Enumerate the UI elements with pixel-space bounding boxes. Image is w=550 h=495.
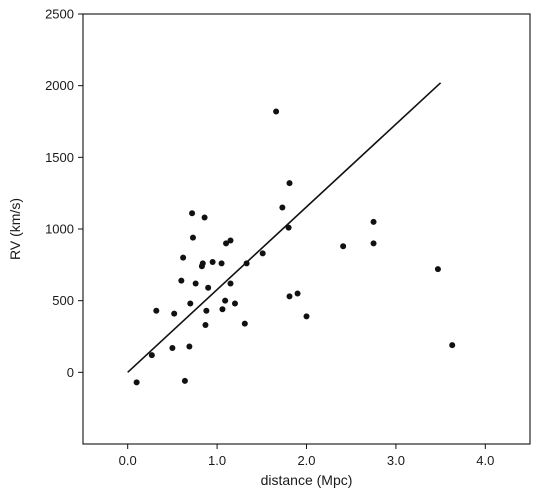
data-point (273, 108, 280, 115)
data-point (303, 313, 310, 320)
data-point (205, 284, 212, 291)
data-point (340, 243, 347, 250)
data-point (199, 260, 206, 267)
data-point (370, 218, 377, 225)
x-tick-label: 4.0 (476, 453, 494, 468)
x-tick-label: 1.0 (208, 453, 226, 468)
data-point (286, 180, 293, 187)
data-point (227, 280, 234, 287)
data-point (189, 234, 196, 241)
x-tick-label: 2.0 (297, 453, 315, 468)
x-tick-label: 0.0 (119, 453, 137, 468)
y-tick-label: 2500 (45, 7, 74, 22)
fit-line-layer (127, 82, 442, 373)
data-point (231, 300, 238, 307)
data-point (223, 240, 230, 247)
data-point (209, 258, 216, 265)
data-point (201, 214, 208, 221)
data-point (222, 297, 229, 304)
data-point (171, 310, 178, 317)
data-point (189, 210, 196, 217)
axes (82, 13, 531, 445)
data-point (186, 343, 193, 350)
data-point (241, 320, 248, 327)
data-point (178, 277, 185, 284)
data-point (286, 293, 293, 300)
y-axis-title: RV (km/s) (7, 198, 23, 260)
data-point (259, 250, 266, 257)
data-point (243, 260, 250, 267)
data-points (133, 108, 456, 386)
x-axis-title: distance (Mpc) (261, 472, 353, 488)
y-tick-label: 500 (52, 293, 74, 308)
y-tick-label: 1000 (45, 222, 74, 237)
regression-line (127, 82, 442, 373)
data-point (133, 379, 140, 386)
y-tick-label: 1500 (45, 150, 74, 165)
data-point (187, 300, 194, 307)
data-point (285, 224, 292, 231)
ticks: 0.0 1.0 2.0 3.0 4.0 0 500 1000 1500 2000 2500 (45, 7, 494, 469)
data-point (153, 307, 160, 314)
plot-frame (82, 13, 531, 445)
data-point (203, 307, 210, 314)
data-point (192, 280, 199, 287)
data-point (219, 306, 226, 313)
data-point (169, 344, 176, 351)
data-point (294, 290, 301, 297)
data-point (227, 237, 234, 244)
data-point (434, 266, 441, 273)
data-point (449, 342, 456, 349)
data-point (279, 204, 286, 211)
data-point (148, 352, 155, 359)
data-point (370, 240, 377, 247)
x-tick-label: 3.0 (387, 453, 405, 468)
data-point (218, 260, 225, 267)
y-tick-label: 2000 (45, 78, 74, 93)
y-tick-label: 0 (67, 365, 74, 380)
data-point (181, 377, 188, 384)
data-point (180, 254, 187, 261)
data-point (202, 322, 209, 329)
